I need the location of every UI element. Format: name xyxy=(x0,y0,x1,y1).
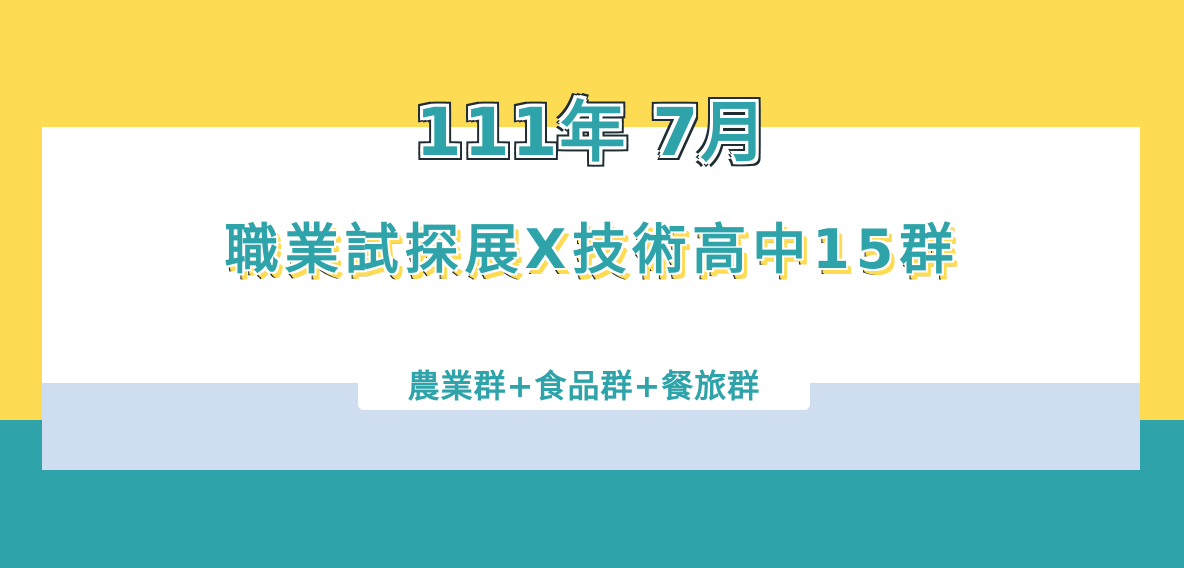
subtitle-label-box: 農業群+食品群+餐旅群 xyxy=(358,358,810,410)
white-title-panel xyxy=(42,127,1140,383)
date-title: 111年 7月 xyxy=(415,94,769,171)
main-title: 職業試探展X技術高中15群 xyxy=(224,218,960,281)
subtitle-text: 農業群+食品群+餐旅群 xyxy=(407,367,761,405)
